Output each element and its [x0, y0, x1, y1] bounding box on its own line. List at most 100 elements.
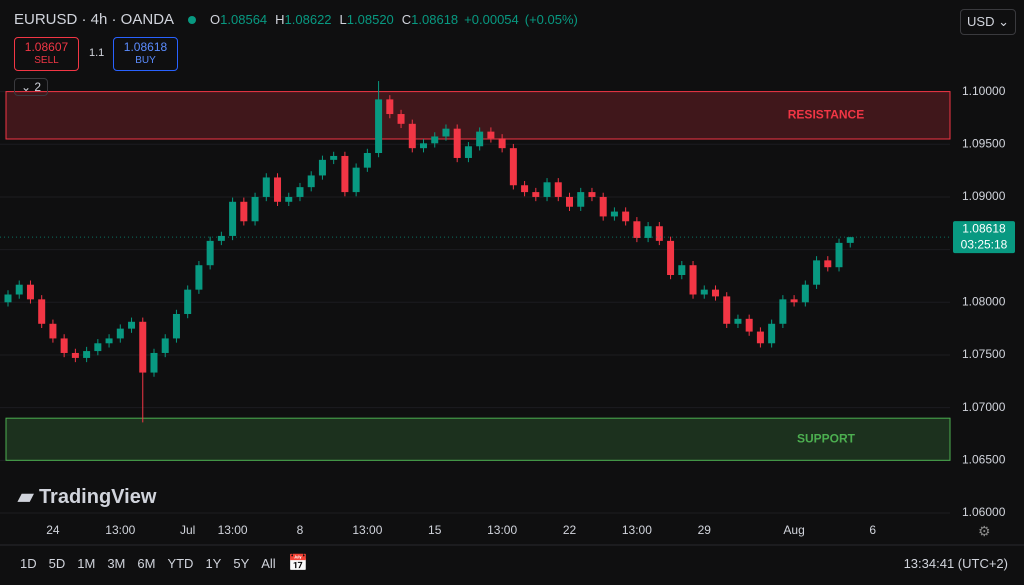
- candle-body: [678, 265, 686, 276]
- ohlc-item: C1.08618: [402, 12, 458, 27]
- range-button[interactable]: 3M: [107, 556, 126, 571]
- sell-button[interactable]: 1.08607 SELL: [14, 37, 79, 71]
- range-button[interactable]: 5Y: [233, 556, 250, 571]
- candle-body: [768, 323, 776, 344]
- candle-body: [476, 131, 484, 147]
- range-button[interactable]: 6M: [137, 556, 156, 571]
- candle-body: [229, 201, 237, 236]
- y-tick-label: 1.07500: [962, 347, 1006, 361]
- logo-text: TradingView: [38, 486, 157, 508]
- candle-body: [161, 338, 169, 353]
- candle-body: [375, 99, 383, 154]
- header: EURUSD · 4h · OANDA O1.08564 H1.08622 L1.0…: [14, 11, 578, 28]
- ohlc: O1.08564 H1.08622 L1.08520 C1.08618: [210, 12, 458, 27]
- range-button[interactable]: 1Y: [205, 556, 222, 571]
- last-price-box: [953, 221, 1015, 254]
- zone: [5, 417, 951, 461]
- candle-body: [420, 143, 428, 149]
- candle-body: [274, 177, 282, 202]
- candle-body: [38, 299, 46, 324]
- date-range-icon[interactable]: 📅: [288, 555, 308, 572]
- candle-body: [60, 338, 68, 353]
- last-price-label: 1.08618: [962, 221, 1006, 235]
- candle-body: [397, 114, 405, 124]
- candle-body: [521, 185, 529, 193]
- candle-body: [655, 226, 663, 241]
- y-tick-label: 1.06000: [962, 505, 1006, 519]
- candle-body: [835, 242, 843, 268]
- candle-body: [498, 138, 506, 149]
- currency-button[interactable]: USD ⌄: [960, 9, 1016, 35]
- change-pct: (+0.05%): [524, 12, 578, 27]
- candle-body: [487, 131, 495, 139]
- x-tick-label: 8: [297, 523, 304, 537]
- ohlc-value: 1.08618: [411, 12, 459, 27]
- ohlc-value: 1.08564: [220, 12, 268, 27]
- y-tick-label: 1.06500: [962, 452, 1006, 466]
- y-tick-label: 1.10000: [962, 84, 1006, 98]
- candle-body: [139, 321, 147, 373]
- candle-body: [588, 192, 596, 197]
- candle-body: [172, 313, 180, 339]
- spread: 1.1: [89, 47, 105, 59]
- candle-body: [408, 123, 416, 149]
- range-button[interactable]: All: [261, 556, 276, 571]
- range-button[interactable]: 5D: [48, 556, 66, 571]
- candle-body: [363, 153, 371, 168]
- currency: USD: [967, 14, 995, 29]
- countdown: 03:25:18: [961, 237, 1008, 251]
- sell-price: 1.08607: [24, 40, 69, 54]
- candle-body: [83, 351, 91, 358]
- ohlc-item: H1.08622: [275, 12, 331, 27]
- x-tick-label: 29: [698, 523, 712, 537]
- candle-body: [622, 211, 630, 222]
- candle-body: [71, 352, 79, 358]
- candle-body: [4, 294, 12, 303]
- candle-body: [689, 265, 697, 295]
- candle-body: [532, 192, 540, 197]
- ohlc-item: L1.08520: [340, 12, 394, 27]
- candle-body: [700, 289, 708, 295]
- candle-body: [262, 177, 270, 197]
- y-tick-label: 1.08000: [962, 294, 1006, 308]
- buy-button[interactable]: 1.08618 BUY: [113, 37, 178, 71]
- candle-body: [566, 196, 573, 207]
- candle-body: [644, 226, 652, 238]
- candle-body: [745, 318, 753, 332]
- candle-body: [150, 352, 158, 373]
- candle-body: [206, 240, 214, 266]
- x-tick-label: 15: [428, 523, 442, 537]
- candle-body: [352, 167, 360, 193]
- candle-body: [386, 99, 394, 115]
- y-tick-label: 1.09000: [962, 189, 1006, 203]
- zone: [5, 91, 951, 140]
- candle-body: [94, 343, 102, 352]
- candle-body: [26, 284, 34, 300]
- range-button[interactable]: 1M: [77, 556, 96, 571]
- range-bar: 1D 5D 1M 3M 6M YTD 1Y 5Y All: [20, 556, 276, 571]
- x-tick-label: 13:00: [218, 523, 248, 537]
- sell-label: SELL: [34, 55, 59, 66]
- range-button[interactable]: 1D: [20, 556, 37, 571]
- clock: 13:34:41 (UTC+2): [903, 556, 1008, 571]
- x-tick-label: 13:00: [622, 523, 652, 537]
- candle-body: [667, 240, 675, 276]
- x-tick-label: 24: [46, 523, 60, 537]
- candle-body: [734, 318, 742, 324]
- candle-body: [509, 148, 517, 186]
- candle-body: [285, 196, 293, 202]
- status-dot: [188, 15, 197, 24]
- candle-body: [318, 159, 326, 176]
- x-tick-label: 13:00: [352, 523, 382, 537]
- candle-body: [464, 146, 472, 158]
- ohlc-letter: O: [210, 12, 221, 27]
- zone-label: SUPPORT: [797, 431, 856, 445]
- candle-body: [633, 221, 641, 238]
- ohlc-letter: C: [401, 12, 412, 27]
- candle-body: [240, 201, 248, 222]
- range-button[interactable]: YTD: [167, 556, 194, 571]
- indicator-toggle[interactable]: ⌄ 2: [14, 78, 49, 96]
- settings-icon[interactable]: ⚙: [978, 523, 991, 539]
- candle-body: [711, 289, 719, 297]
